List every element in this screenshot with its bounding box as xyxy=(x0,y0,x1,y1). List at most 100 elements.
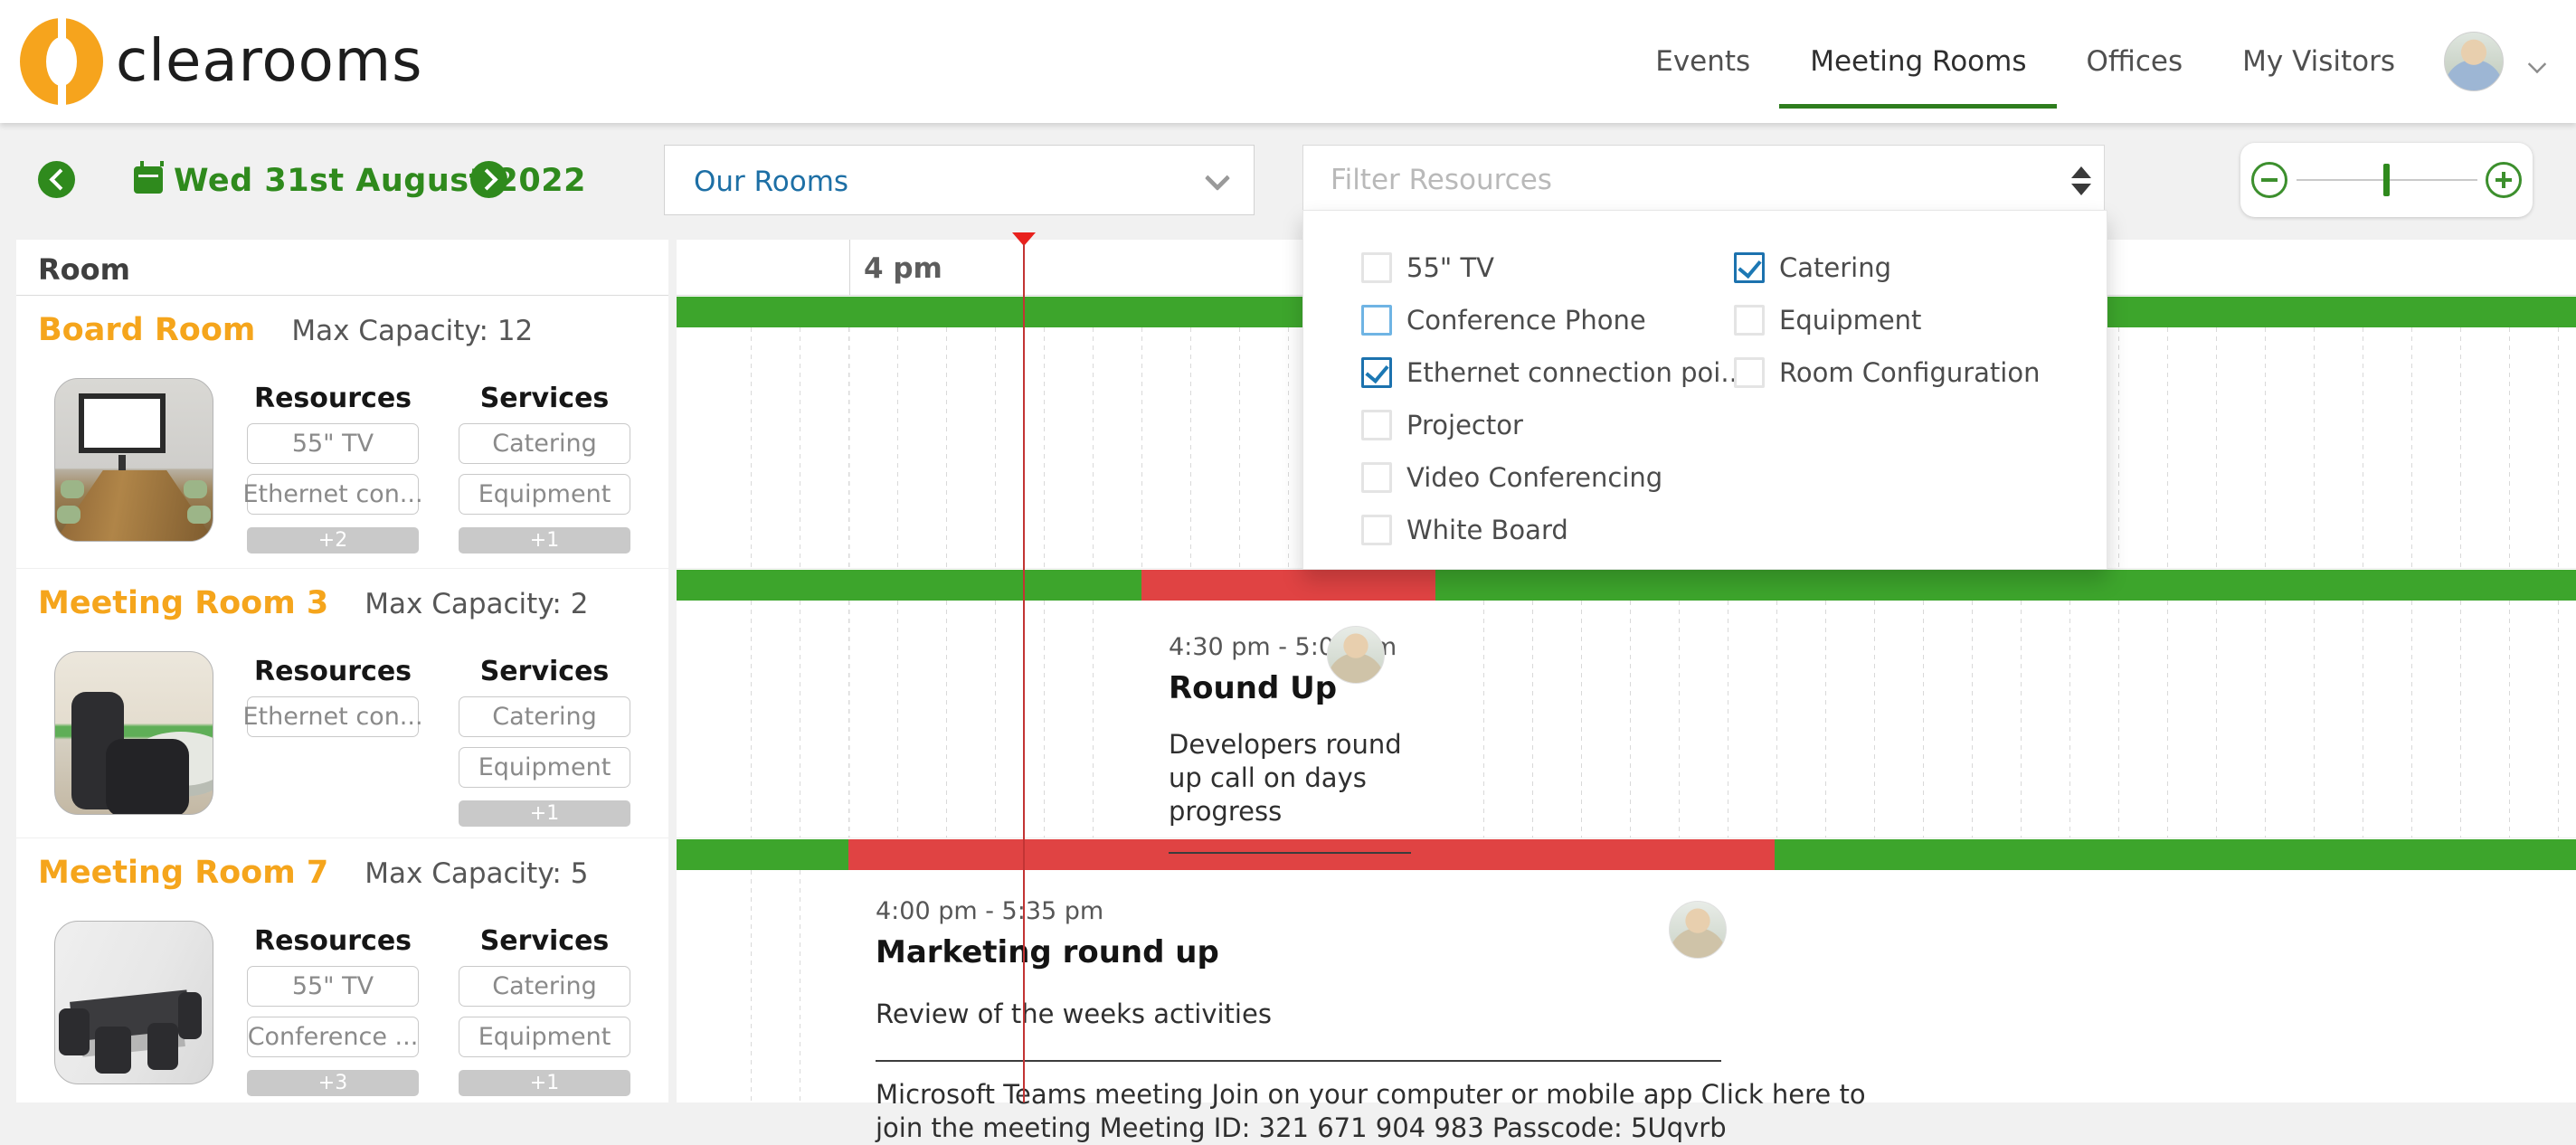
services-column: Services Catering Equipment +1 xyxy=(459,925,630,1096)
user-menu-chevron-down-icon[interactable] xyxy=(2527,54,2547,74)
nav-my-visitors[interactable]: My Visitors xyxy=(2242,45,2395,78)
resource-pill: Ethernet con... xyxy=(242,696,423,737)
room-name: Meeting Room 7 xyxy=(38,855,329,891)
room-capacity: Max Capacity: 5 xyxy=(365,857,589,890)
services-header: Services xyxy=(479,925,610,957)
service-pill: Equipment xyxy=(459,1017,630,1057)
hour-gridline xyxy=(849,240,850,296)
available-segment[interactable] xyxy=(1435,570,2576,601)
services-more-badge: +1 xyxy=(459,1070,630,1096)
filter-option-projector[interactable]: Projector xyxy=(1361,410,1746,440)
meeting-title: Round Up xyxy=(1169,670,1338,706)
room-capacity: Max Capacity: 2 xyxy=(365,588,589,620)
filter-option-white-board[interactable]: White Board xyxy=(1361,515,1746,545)
time-label-4pm: 4 pm xyxy=(864,252,942,285)
room-photo xyxy=(54,378,213,542)
checkbox-unchecked-icon[interactable] xyxy=(1734,357,1765,388)
calendar-icon xyxy=(134,161,164,194)
nav-events[interactable]: Events xyxy=(1655,45,1751,78)
busy-segment[interactable] xyxy=(1141,570,1435,601)
resources-more-badge: +3 xyxy=(247,1070,419,1096)
room-header-label: Room xyxy=(38,252,130,287)
resources-header: Resources xyxy=(253,656,412,687)
resources-column: Resources 55" TV Conference ... +3 xyxy=(247,925,419,1096)
service-pill: Catering xyxy=(459,966,630,1007)
nav-meeting-rooms[interactable]: Meeting Rooms xyxy=(1779,0,2058,123)
resources-column: Resources 55" TV Ethernet con... +2 xyxy=(242,383,423,554)
filter-option-video-conferencing[interactable]: Video Conferencing xyxy=(1361,462,1746,493)
checkbox-checked-icon[interactable] xyxy=(1734,252,1765,283)
filter-column-1: 55" TV Conference Phone Ethernet connect… xyxy=(1361,252,1746,545)
availability-bar[interactable] xyxy=(677,839,2576,870)
room-row-meeting-room-3: Meeting Room 3 Max Capacity: 2 Resources… xyxy=(16,568,668,837)
card-divider xyxy=(876,1060,1721,1062)
resources-header: Resources xyxy=(253,925,412,957)
available-segment[interactable] xyxy=(677,570,1141,601)
main-nav: Events Meeting Rooms Offices My Visitors xyxy=(1655,0,2395,123)
previous-day-button[interactable] xyxy=(38,161,75,198)
checkbox-unchecked-icon[interactable] xyxy=(1361,462,1392,493)
services-header: Services xyxy=(479,383,610,414)
availability-bar[interactable] xyxy=(677,570,2576,601)
checkbox-unchecked-icon[interactable] xyxy=(1361,410,1392,440)
meeting-card-marketing-round-up[interactable]: 4:00 pm - 5:35 pm Marketing round up Rev… xyxy=(848,870,2576,1143)
logo-text: clearooms xyxy=(116,28,423,95)
resource-pill: 55" TV xyxy=(247,423,419,464)
clearooms-logo[interactable]: clearooms xyxy=(20,16,423,109)
current-date-label[interactable]: Wed 31st August 2022 xyxy=(174,163,586,199)
filter-option-equipment[interactable]: Equipment xyxy=(1734,305,2040,336)
filter-resources-select[interactable]: Filter Resources xyxy=(1302,145,2105,211)
checkbox-unchecked-icon[interactable] xyxy=(1361,252,1392,283)
services-more-badge: +1 xyxy=(459,800,630,827)
meeting-description: Developers round up call on days progres… xyxy=(1169,729,1402,827)
services-column: Services Catering Equipment +1 xyxy=(459,656,630,827)
filter-option-ethernet-connection[interactable]: Ethernet connection poi... xyxy=(1361,357,1746,388)
filter-resources-placeholder: Filter Resources xyxy=(1331,164,1552,196)
room-row-meeting-room-7: Meeting Room 7 Max Capacity: 5 Resources… xyxy=(16,837,668,1102)
zoom-in-button[interactable] xyxy=(2486,162,2522,198)
service-pill: Catering xyxy=(459,423,630,464)
busy-segment[interactable] xyxy=(848,839,1775,870)
nav-offices[interactable]: Offices xyxy=(2086,45,2183,78)
meeting-card-round-up[interactable]: 4:30 pm - 5:00 pm Round Up Developers ro… xyxy=(1141,601,1435,905)
services-header: Services xyxy=(479,656,610,687)
current-time-line xyxy=(1023,244,1025,1102)
service-pill: Catering xyxy=(459,696,630,737)
meeting-time: 4:00 pm - 5:35 pm xyxy=(876,897,1104,925)
zoom-slider-handle[interactable] xyxy=(2383,164,2390,196)
filter-option-room-configuration[interactable]: Room Configuration xyxy=(1734,357,2040,388)
checkbox-checked-icon[interactable] xyxy=(1361,357,1392,388)
card-divider xyxy=(1169,852,1411,854)
room-name: Meeting Room 3 xyxy=(38,585,329,621)
room-row-board-room: Board Room Max Capacity: 12 Resources 55… xyxy=(16,296,668,568)
room-name: Board Room xyxy=(38,312,256,348)
room-capacity: Max Capacity: 12 xyxy=(291,315,534,347)
filter-resources-dropdown: 55" TV Conference Phone Ethernet connect… xyxy=(1302,210,2107,570)
rooms-group-select[interactable]: Our Rooms xyxy=(664,145,1255,215)
user-avatar[interactable] xyxy=(2444,32,2504,91)
room-list-panel: Room Board Room Max Capacity: 12 Resourc… xyxy=(16,240,668,1102)
schedule-toolbar: Wed 31st August 2022 Our Rooms Filter Re… xyxy=(0,123,2576,570)
checkbox-unchecked-icon[interactable] xyxy=(1734,305,1765,336)
checkbox-unchecked-icon[interactable] xyxy=(1361,305,1392,336)
available-segment[interactable] xyxy=(1775,839,2576,870)
zoom-out-button[interactable] xyxy=(2251,162,2287,198)
room-photo xyxy=(54,651,213,815)
filter-column-2: Catering Equipment Room Configuration xyxy=(1734,252,2040,388)
filter-option-55-tv[interactable]: 55" TV xyxy=(1361,252,1746,283)
current-time-marker-icon xyxy=(1012,232,1036,258)
available-segment[interactable] xyxy=(677,839,848,870)
resources-header: Resources xyxy=(253,383,412,414)
room-column-header: Room xyxy=(16,240,668,296)
clearooms-logo-icon xyxy=(20,16,103,109)
room-photo xyxy=(54,921,213,1084)
checkbox-unchecked-icon[interactable] xyxy=(1361,515,1392,545)
resource-pill: Ethernet con... xyxy=(242,474,423,515)
filter-option-conference-phone[interactable]: Conference Phone xyxy=(1361,305,1746,336)
filter-option-catering[interactable]: Catering xyxy=(1734,252,2040,283)
chevron-down-icon xyxy=(1204,165,1231,192)
services-column: Services Catering Equipment +1 xyxy=(459,383,630,554)
resources-more-badge: +2 xyxy=(247,527,419,554)
next-day-button[interactable] xyxy=(470,161,507,198)
timeline-row-meeting-room-7: 4:00 pm - 5:35 pm Marketing round up Rev… xyxy=(677,837,2576,1143)
